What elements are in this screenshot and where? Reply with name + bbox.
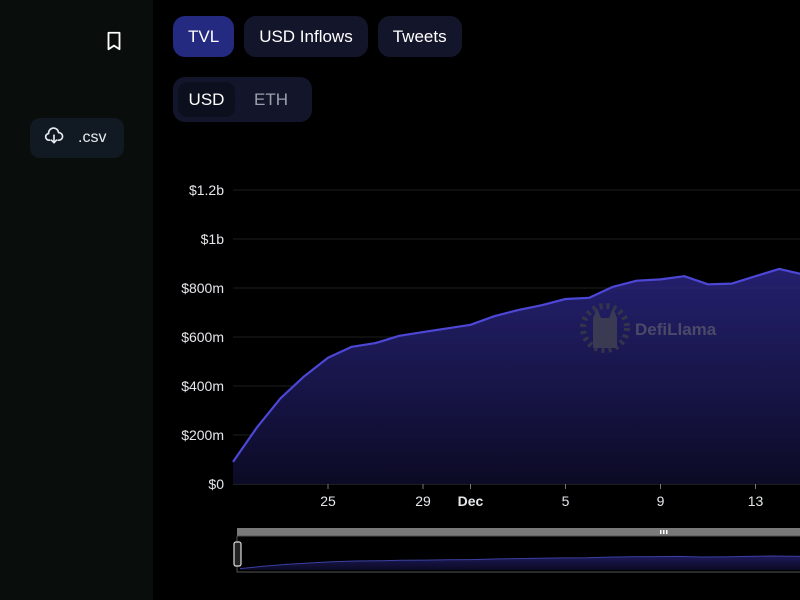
denomination-usd[interactable]: USD: [178, 82, 235, 117]
x-tick-label: 9: [657, 493, 665, 509]
y-tick-label: $400m: [181, 378, 224, 394]
x-tick-label: 13: [748, 493, 764, 509]
zoom-track-bar[interactable]: [237, 528, 800, 536]
x-tick-label: Dec: [458, 493, 484, 509]
y-tick-label: $1b: [201, 231, 225, 247]
tvl-chart: DefiLlama $0 $200m $400m $600m $800m $1b $1.2b…: [160, 150, 800, 600]
zoom-grip-icon[interactable]: [660, 530, 668, 534]
tab-tvl[interactable]: TVL: [173, 16, 235, 57]
y-tick-label: $600m: [181, 329, 224, 345]
series-line: [232, 267, 800, 463]
watermark: DefiLlama: [580, 303, 717, 353]
denomination-eth[interactable]: ETH: [254, 89, 288, 109]
x-tick-label: 29: [415, 493, 431, 509]
sidebar: .csv: [0, 0, 153, 600]
chart-svg: DefiLlama $0 $200m $400m $600m $800m $1b $1.2b…: [181, 182, 800, 573]
x-tick-label: 25: [320, 493, 336, 509]
x-axis-labels: 25 29 Dec 5 9 13: [320, 493, 763, 509]
denomination-toggle: USD ETH: [173, 77, 312, 122]
llama-logo-icon: [580, 303, 630, 353]
zoom-preview-line: [239, 555, 800, 570]
y-tick-label: $200m: [181, 427, 224, 443]
data-zoom-slider[interactable]: [233, 528, 800, 573]
zoom-preview-area: [240, 556, 800, 570]
download-icon: [44, 126, 64, 151]
y-tick-label: $0: [208, 476, 224, 492]
csv-download-button[interactable]: .csv: [30, 118, 124, 158]
x-tick-label: 5: [562, 493, 570, 509]
chart-tabs: TVL USD Inflows Tweets: [173, 16, 462, 57]
watermark-text: DefiLlama: [635, 320, 717, 339]
bookmark-icon[interactable]: [103, 30, 125, 52]
y-axis-labels: $0 $200m $400m $600m $800m $1b $1.2b: [181, 182, 224, 492]
y-tick-label: $800m: [181, 280, 224, 296]
tab-usd-inflows[interactable]: USD Inflows: [244, 16, 368, 57]
y-tick-label: $1.2b: [189, 182, 224, 198]
chart-area: [233, 268, 800, 484]
series-area: [233, 268, 800, 484]
csv-button-label: .csv: [78, 129, 107, 146]
chart-line: [232, 267, 800, 463]
tab-tweets[interactable]: Tweets: [377, 16, 462, 57]
zoom-handle-left[interactable]: [233, 541, 242, 567]
